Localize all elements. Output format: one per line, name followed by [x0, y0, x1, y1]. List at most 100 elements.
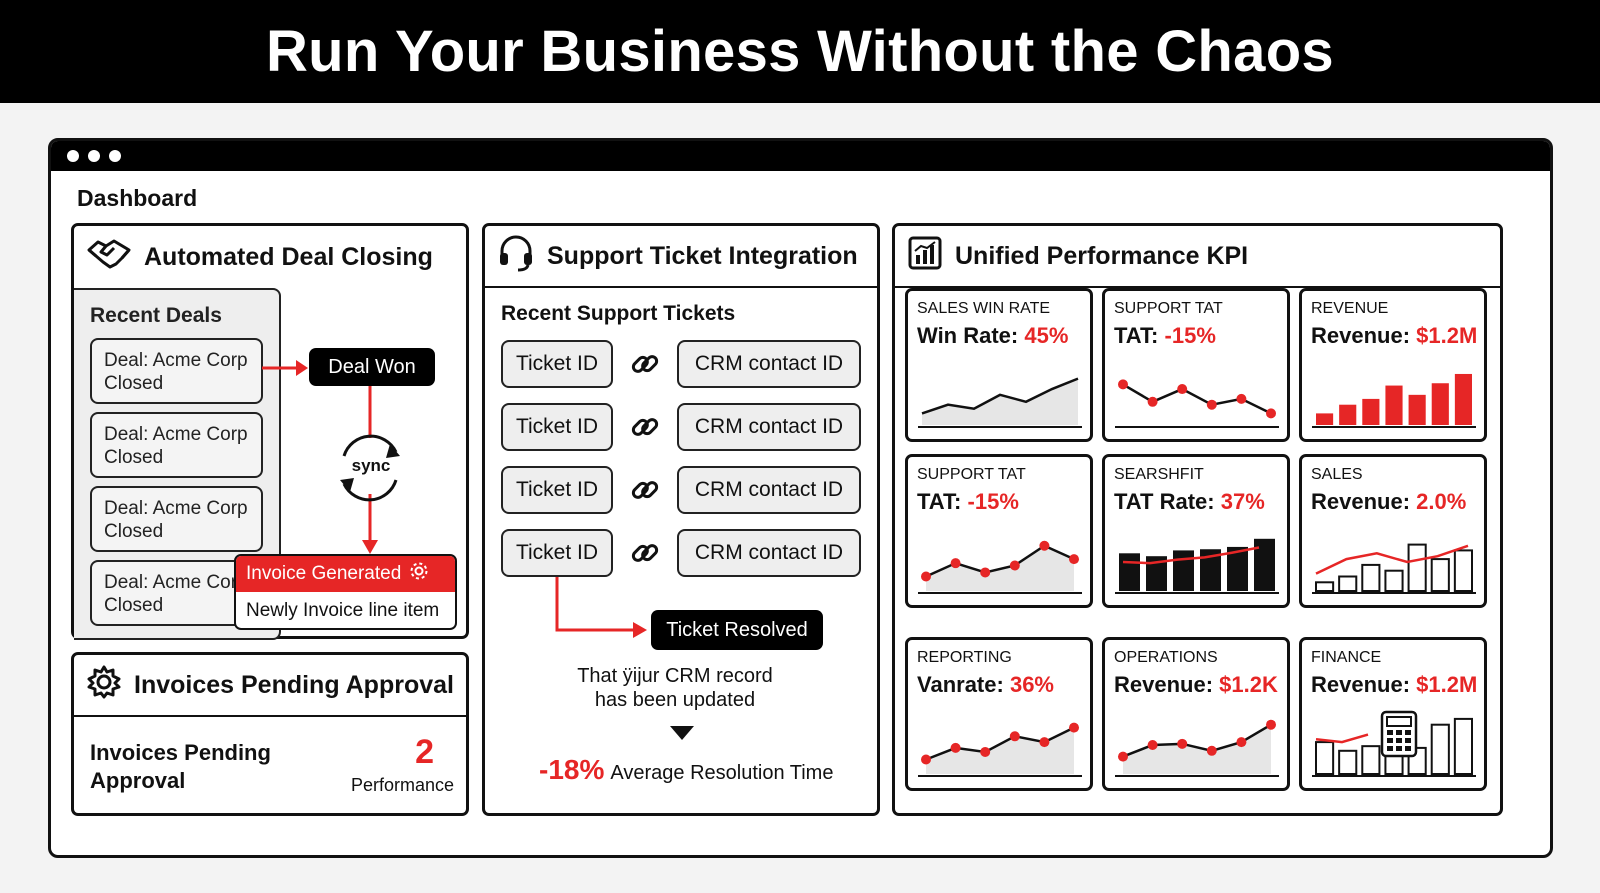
window-dot[interactable] [88, 150, 100, 162]
chart-point [921, 754, 931, 765]
chart-area [926, 545, 1074, 591]
crm-contact-chip[interactable]: CRM contact ID [677, 529, 861, 577]
chart-bar [1384, 569, 1404, 592]
kpi-tile[interactable]: OPERATIONS Revenue: $1.2K [1102, 637, 1290, 791]
kpi-tile-label: Win Rate: [917, 323, 1019, 348]
kpi-sparkline [918, 540, 1082, 594]
kpi-sparkline [1115, 719, 1279, 777]
deal-item[interactable]: Deal: Acme Corp Closed [90, 412, 263, 478]
chart-point [1118, 751, 1128, 762]
kpi-tile-label: Revenue: [1311, 323, 1411, 348]
invoices-pending-label: Invoices Pending Approval [90, 740, 271, 793]
chart-point [980, 746, 991, 757]
chart-bar [1407, 543, 1427, 593]
link-icon [631, 418, 659, 436]
calculator-icon [1380, 710, 1418, 758]
kpi-tile-metric: TAT: -15% [917, 489, 1019, 515]
ticket-id-chip[interactable]: Ticket ID [501, 529, 613, 577]
crm-contact-chip[interactable]: CRM contact ID [677, 466, 861, 514]
chart-point [1266, 719, 1276, 730]
window-dot[interactable] [67, 150, 79, 162]
kpi-sparkline [1312, 543, 1476, 594]
ticket-id-chip[interactable]: Ticket ID [501, 340, 613, 388]
chart-bar [1119, 553, 1140, 591]
chart-point [1039, 737, 1050, 748]
ticket-resolved-badge[interactable]: Ticket Resolved [651, 610, 823, 650]
chart-series-line [925, 544, 1075, 578]
link-icon [631, 355, 659, 373]
dashboard-window: Dashboard Automated Deal Closing Recent … [48, 138, 1553, 858]
kpi-tile-metric: Win Rate: 45% [917, 323, 1068, 349]
kpi-tile-label: TAT: [917, 489, 962, 514]
chart-point [950, 558, 961, 569]
kpi-tile-category: SUPPORT TAT [1114, 300, 1223, 317]
chart-area [1123, 724, 1271, 774]
chart-series-line [921, 377, 1079, 415]
chart-series-line [1315, 733, 1369, 744]
ticket-id-chip[interactable]: Ticket ID [501, 466, 613, 514]
recent-tickets-label: Recent Support Tickets [501, 302, 736, 325]
chart-series-line [1122, 723, 1272, 758]
chart-bar [1315, 741, 1335, 775]
chart-bar [1254, 538, 1275, 591]
kpi-tile[interactable]: SEARSHFIT TAT Rate: 37% [1102, 454, 1290, 608]
crm-contact-chip[interactable]: CRM contact ID [677, 340, 861, 388]
deal-item[interactable]: Deal: Acme Corp Closed [90, 338, 263, 404]
kpi-tile-value: 45% [1024, 323, 1069, 348]
kpi-sparkline [1115, 379, 1279, 428]
kpi-tile[interactable]: SALES WIN RATE Win Rate: 45% [905, 288, 1093, 442]
window-dot[interactable] [109, 150, 121, 162]
chart-bar [1430, 723, 1450, 775]
chart-point [1118, 379, 1128, 390]
invoices-pending-count: 2 [415, 733, 434, 771]
support-panel: Support Ticket Integration Recent Suppor… [482, 223, 880, 816]
kpi-tile[interactable]: SUPPORT TAT TAT: -15% [1102, 288, 1290, 442]
kpi-tile[interactable]: REVENUE Revenue: $1.2M [1299, 288, 1487, 442]
resolution-stat-value: -18% [539, 754, 605, 785]
headset-icon [497, 234, 535, 279]
chart-series-line [1122, 383, 1272, 415]
invoice-generated-card[interactable]: Invoice Generated Newly Invoice line ite… [234, 554, 457, 630]
chart-point [1177, 384, 1188, 395]
chart-point [1147, 740, 1158, 750]
kpi-panel-header: Unified Performance KPI [895, 226, 1500, 288]
chart-point [1069, 554, 1079, 565]
ticket-id-chip[interactable]: Ticket ID [501, 403, 613, 451]
chart-series-line [1315, 544, 1469, 575]
kpi-tile-metric: TAT: -15% [1114, 323, 1216, 349]
kpi-tile-label: Revenue: [1311, 672, 1411, 697]
kpi-tile-metric: Revenue: $1.2M [1311, 672, 1477, 698]
kpi-tile-category: FINANCE [1311, 649, 1382, 666]
chart-point [921, 571, 931, 582]
window-titlebar [51, 141, 1550, 171]
kpi-tile-category: SEARSHFIT [1114, 466, 1204, 483]
kpi-sparkline [1312, 710, 1476, 777]
chart-bar [1173, 550, 1194, 591]
chart-bar [1338, 749, 1358, 775]
deal-item[interactable]: Deal: Acme Corp Closed [90, 486, 263, 552]
kpi-tile[interactable]: FINANCE Revenue: $1.2M [1299, 637, 1487, 791]
chart-bar [1453, 549, 1474, 592]
kpi-sparkline [918, 377, 1082, 428]
chart-bar [1430, 558, 1450, 592]
kpi-tile[interactable]: SALES Revenue: 2.0% [1299, 454, 1487, 608]
recent-deals-list: Recent Deals Deal: Acme Corp Closed Deal… [74, 288, 281, 640]
kpi-tile-value: -15% [1164, 323, 1216, 348]
chart-series-line [1122, 546, 1260, 565]
kpi-sparkline [918, 722, 1082, 777]
chart-point [1039, 540, 1050, 551]
chart-area [922, 378, 1078, 425]
crm-contact-chip[interactable]: CRM contact ID [677, 403, 861, 451]
chart-point [1206, 399, 1217, 410]
kpi-tile-value: $1.2M [1416, 672, 1478, 697]
deal-won-badge[interactable]: Deal Won [309, 348, 435, 386]
kpi-tile-metric: Revenue: 2.0% [1311, 489, 1466, 515]
kpi-tile-label: Vanrate: [917, 672, 1004, 697]
kpi-sparkline [1312, 373, 1476, 428]
chart-point [1266, 408, 1276, 419]
chart-bar [1146, 556, 1167, 591]
kpi-tile-metric: TAT Rate: 37% [1114, 489, 1265, 515]
kpi-tile[interactable]: REPORTING Vanrate: 36% [905, 637, 1093, 791]
resolution-stat: -18% Average Resolution Time [539, 754, 833, 786]
kpi-tile[interactable]: SUPPORT TAT TAT: -15% [905, 454, 1093, 608]
